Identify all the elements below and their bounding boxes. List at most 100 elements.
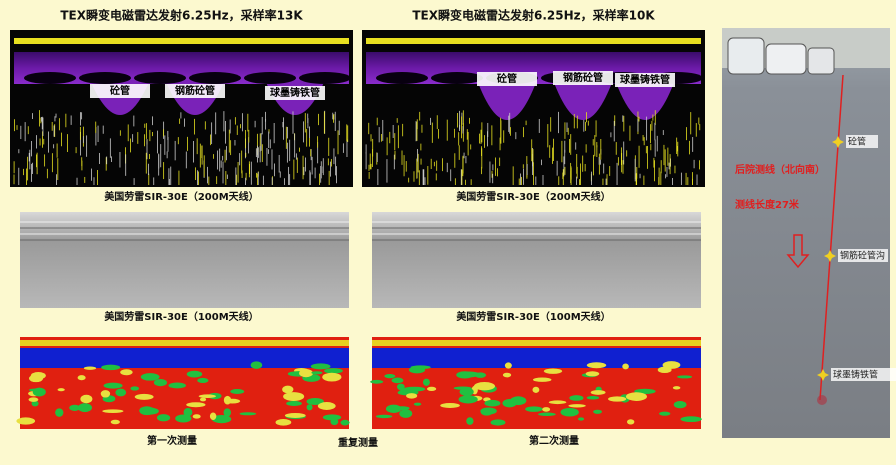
green-patch — [473, 381, 496, 391]
green-patch — [413, 402, 422, 406]
green-patch — [223, 408, 232, 417]
green-patch — [28, 397, 39, 402]
green-patch — [504, 362, 512, 369]
green-patch — [186, 370, 203, 378]
green-patch — [673, 401, 687, 409]
panel-title: TEX瞬变电磁雷达发射6.25Hz，采样率13K — [60, 8, 303, 23]
green-patch — [100, 390, 111, 398]
green-patch — [585, 371, 600, 377]
green-patch — [396, 383, 405, 391]
green-patch — [502, 372, 512, 378]
top-layer — [372, 340, 701, 346]
green-patch — [83, 366, 97, 370]
green-patch — [28, 374, 44, 383]
green-patch — [168, 382, 186, 389]
dark-blob — [244, 72, 296, 84]
dark-blob — [189, 72, 241, 84]
green-patch — [77, 403, 93, 413]
green-patch — [458, 395, 478, 404]
dark-blob — [79, 72, 131, 84]
car — [727, 37, 765, 75]
car — [765, 43, 807, 75]
green-patch — [408, 366, 426, 374]
green-patch — [186, 402, 206, 408]
green-patch — [608, 396, 627, 402]
caption-200m: 美国劳雷SIR-30E（200M天线） — [456, 190, 610, 203]
green-patch — [140, 407, 159, 415]
green-patch — [440, 402, 460, 408]
green-patch — [626, 419, 635, 425]
green-patch — [153, 378, 167, 387]
top-layer — [20, 340, 349, 346]
green-patch — [370, 379, 384, 384]
survey-line — [819, 74, 844, 401]
green-patch — [658, 411, 671, 416]
green-patch — [622, 363, 629, 370]
green-patch — [110, 419, 120, 425]
green-patch — [103, 382, 123, 389]
green-patch — [130, 386, 140, 391]
green-patch — [183, 407, 193, 417]
green-patch — [384, 374, 396, 379]
target-label: 钢筋砼管 — [563, 71, 603, 84]
green-patch — [317, 402, 336, 410]
green-patch — [55, 408, 64, 417]
green-patch — [548, 400, 567, 405]
green-patch — [156, 414, 171, 422]
dark-blob — [299, 72, 351, 84]
green-patch — [77, 375, 86, 381]
point-label-bg — [846, 135, 878, 148]
anomaly — [615, 80, 675, 120]
green-patch — [209, 412, 217, 420]
green-patch — [340, 419, 350, 426]
green-patch — [532, 377, 552, 382]
sir-200m-image — [20, 212, 349, 308]
target-label: 钢筋砼管 — [175, 84, 215, 97]
green-patch — [662, 361, 681, 369]
green-patch — [375, 414, 393, 419]
green-patch — [311, 371, 323, 375]
green-patch — [578, 417, 585, 421]
green-patch — [322, 372, 342, 382]
green-patch — [306, 398, 324, 406]
green-patch — [590, 390, 606, 395]
green-patch — [16, 417, 36, 425]
green-patch — [593, 409, 602, 414]
green-patch — [569, 395, 584, 401]
green-patch — [459, 387, 474, 396]
site-photo: 后院测线（北向南） 测线长度27米 — [722, 28, 890, 438]
green-patch — [672, 386, 681, 390]
target-box — [477, 72, 537, 86]
blue-layer — [372, 348, 701, 368]
green-patch — [484, 399, 501, 407]
green-patch — [140, 373, 160, 381]
green-patch — [394, 406, 410, 411]
green-patch — [525, 406, 543, 412]
panel: TEX瞬变电磁雷达发射6.25Hz，采样率13K 砼管 钢筋砼管 球墨铸铁管美国劳雷S… — [10, 8, 353, 447]
green-patch — [406, 393, 418, 399]
green-patch — [458, 371, 480, 378]
point-label: 球墨铸铁管 — [833, 369, 878, 381]
green-patch — [426, 386, 437, 392]
target-label: 球墨铸铁管 — [270, 86, 320, 99]
green-patch — [223, 395, 232, 405]
green-patch — [80, 394, 93, 404]
green-patch — [57, 388, 65, 392]
green-patch — [239, 412, 257, 416]
anomaly — [553, 80, 613, 120]
green-patch — [391, 377, 404, 384]
green-patch — [586, 362, 607, 369]
green-patch — [250, 361, 263, 369]
center-caption: 重复测量 — [338, 436, 378, 449]
green-patch — [680, 416, 702, 423]
tem-band — [14, 38, 349, 44]
anomaly — [477, 80, 537, 120]
green-patch — [198, 394, 216, 398]
target-label: 砼管 — [110, 84, 130, 97]
green-patch — [560, 407, 579, 417]
green-patch — [134, 393, 154, 400]
green-patch — [422, 378, 430, 386]
point-label: 砼管 — [848, 136, 866, 148]
green-patch — [69, 404, 81, 411]
measure-caption: 第一次测量 — [147, 434, 197, 447]
